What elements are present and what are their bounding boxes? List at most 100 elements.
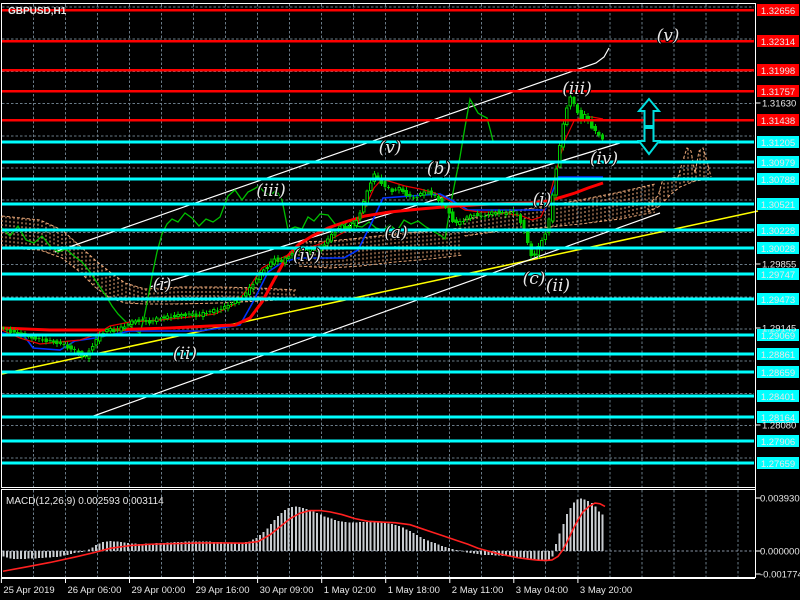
time-axis-label: 30 Apr 09:00 [260, 585, 314, 596]
main-grid [2, 4, 754, 487]
support-resistance-lines[interactable] [2, 8, 754, 465]
candle-body [279, 259, 284, 262]
candle-body [33, 335, 38, 340]
candle-body [422, 191, 426, 196]
wave-label-i[interactable]: (i) [152, 274, 173, 296]
price-axis-tick-label: 1.29145 [762, 324, 796, 335]
wave-label-iv[interactable]: (iv) [589, 148, 619, 170]
wave-label-v[interactable]: (v) [656, 25, 681, 47]
resistance-price-badge-label: 1.32656 [761, 6, 795, 17]
time-axis-label: 1 May 02:00 [324, 585, 376, 596]
price-axis-tick-label: 1.29855 [762, 260, 796, 271]
candle-body [518, 214, 523, 224]
support-price-badge-label: 1.30979 [761, 158, 795, 169]
wave-label-a[interactable]: (a) [383, 222, 408, 244]
candle-body [162, 316, 166, 319]
candle-body [329, 234, 334, 242]
wave-label-i[interactable]: (i) [532, 189, 553, 211]
support-price-badge [757, 136, 799, 148]
candle-body [497, 210, 501, 215]
white-channel-line[interactable] [149, 142, 621, 288]
candle-body [600, 134, 605, 140]
candle-body [119, 326, 123, 332]
candle-body [233, 300, 237, 304]
resistance-price-badge [757, 85, 799, 97]
candle-body [322, 244, 327, 248]
time-axis[interactable]: 25 Apr 2019 26 Apr 06:00 29 Apr 00:00 29 Ap… [0, 578, 755, 596]
candle-body [475, 212, 480, 217]
support-price-badge [757, 366, 799, 378]
white-channel-line[interactable] [54, 47, 610, 253]
signal-arrows[interactable] [636, 97, 662, 156]
candle-body [176, 313, 180, 317]
candle-body [397, 186, 401, 191]
cloud-border [464, 211, 656, 237]
macd-signal-line [2, 502, 606, 573]
up-arrow-icon[interactable] [636, 97, 662, 127]
candle-body [454, 219, 458, 224]
candle-body [429, 190, 434, 196]
support-price-badge-label: 1.29747 [761, 270, 795, 281]
candle-body [408, 194, 412, 197]
wave-label-c[interactable]: (c) [522, 268, 547, 290]
candle-body [301, 249, 305, 253]
candle-body [543, 233, 548, 240]
candle-body [490, 211, 494, 216]
candle-body [30, 336, 34, 339]
support-price-badge [757, 156, 799, 168]
candle-body [561, 123, 565, 148]
time-axis-label: 3 May 04:00 [516, 585, 568, 596]
wave-label-iii[interactable]: (iii) [255, 180, 287, 202]
wave-label-ii[interactable]: (ii) [545, 275, 571, 297]
elliott-wave-labels[interactable]: (v)(iii)(iv)(i)(c) (ii)(v)(b)(a)(iii)(iv)… [152, 25, 681, 365]
candle-body [8, 328, 13, 333]
candle-body [550, 194, 555, 222]
candle-body [565, 107, 569, 126]
red-thick-ma-line [1, 181, 604, 332]
macd-plot [2, 498, 606, 573]
resistance-price-badge-label: 1.31998 [761, 66, 795, 77]
candle-body [376, 175, 380, 178]
support-price-badge-label: 1.27906 [761, 437, 795, 448]
candle-body [180, 314, 184, 317]
candle-body [51, 340, 56, 343]
candle-body [122, 326, 127, 330]
candle-body [276, 257, 280, 263]
macd-scale-label: 0.000000 [760, 547, 800, 558]
candle-body [130, 320, 134, 326]
resistance-price-badge [757, 35, 799, 47]
wave-label-v[interactable]: (v) [378, 137, 403, 159]
support-price-badge [757, 173, 799, 185]
candle-body [436, 196, 441, 201]
cloud-border [1, 215, 297, 291]
price-axis-tick-label: 1.28080 [762, 421, 796, 432]
macd-scale-label: -0.001774 [760, 570, 800, 581]
support-price-badge-label: 1.30521 [761, 200, 795, 211]
candle-body [269, 261, 273, 268]
yellow-trendline[interactable] [1, 210, 759, 375]
resistance-price-badge [757, 114, 799, 126]
wave-label-b[interactable]: (b) [426, 158, 452, 180]
support-price-badge [757, 224, 799, 236]
down-arrow-icon[interactable] [636, 127, 662, 156]
candle-body [568, 96, 573, 107]
time-axis-label: 3 May 20:00 [580, 585, 632, 596]
resistance-price-badge-label: 1.31438 [761, 116, 795, 127]
wave-label-iii[interactable]: (iii) [561, 78, 593, 100]
candle-body [55, 340, 59, 345]
candle-body [155, 317, 159, 323]
wave-label-ii[interactable]: (ii) [172, 343, 198, 365]
time-axis-label: 29 Apr 00:00 [132, 585, 186, 596]
candle-body [65, 344, 70, 349]
support-price-badge-label: 1.29473 [761, 295, 795, 306]
price-axis[interactable]: 1.32656 1.32314 1.31998 1.31757 1.31438 1.312… [755, 3, 800, 581]
support-price-badge-label: 1.28164 [761, 413, 795, 424]
candle-body [572, 97, 576, 104]
wave-label-iv[interactable]: (iv) [292, 245, 322, 267]
candle-body [94, 338, 98, 346]
candle-body [458, 221, 462, 226]
candle-body [344, 225, 348, 229]
candle-body [265, 266, 269, 270]
candle-body [465, 216, 469, 221]
candle-body [112, 329, 116, 332]
